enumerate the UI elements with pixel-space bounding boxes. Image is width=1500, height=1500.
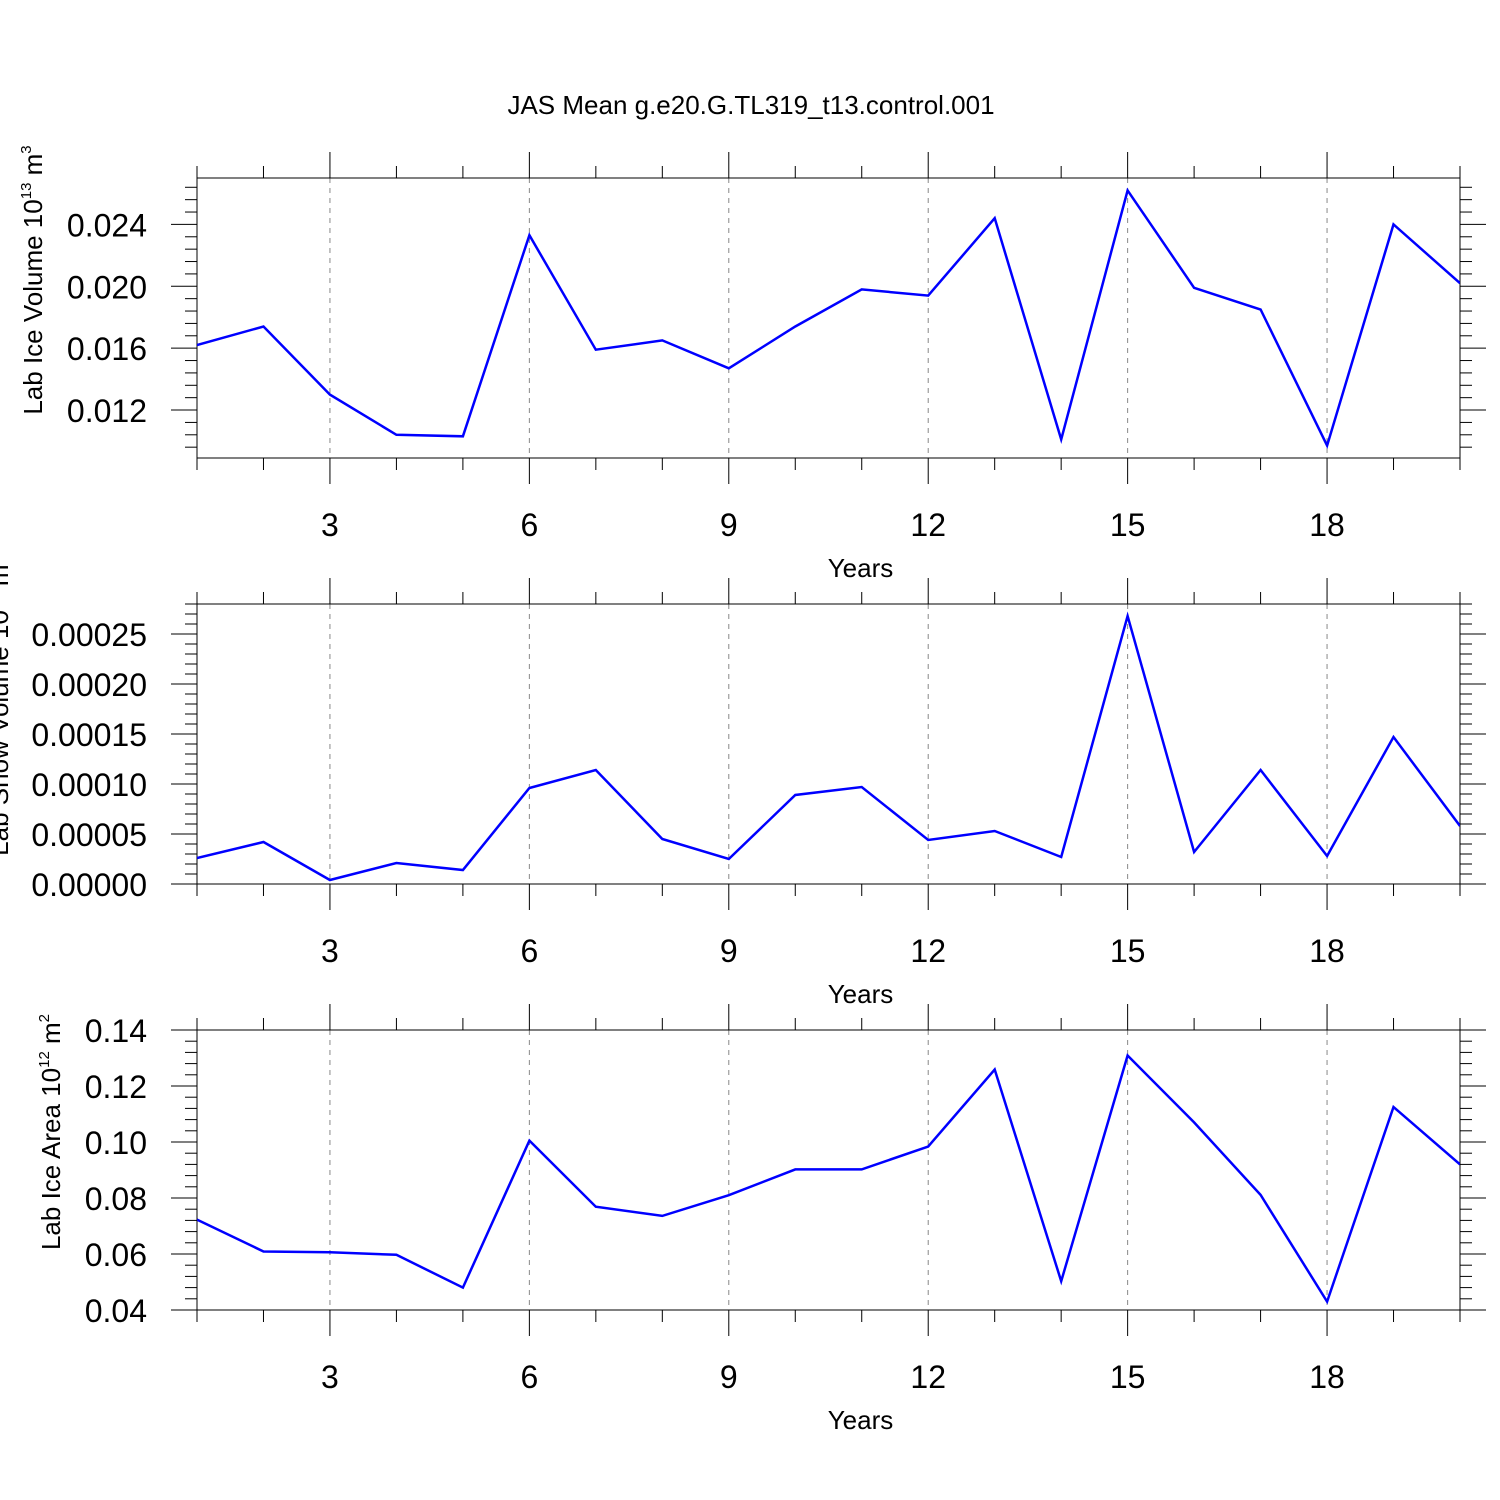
y-tick-label: 0.00020 xyxy=(31,667,147,703)
x-tick-label: 9 xyxy=(720,1359,738,1395)
plot-frame xyxy=(196,1029,1461,1311)
y-tick-label: 0.020 xyxy=(67,269,147,305)
x-tick-label: 12 xyxy=(910,1359,946,1395)
y-tick-label: 0.00000 xyxy=(31,867,147,903)
x-tick-label: 18 xyxy=(1309,507,1345,543)
panel-1: 3 6 9 12 15 18 0.012 0.016 0.020 0.024 Years Lab Ic… xyxy=(18,145,1486,583)
y-tick-label: 0.04 xyxy=(85,1293,147,1329)
x-tick-label: 18 xyxy=(1309,933,1345,969)
x-tick-label: 18 xyxy=(1309,1359,1345,1395)
series-line xyxy=(197,1053,1460,1305)
x-tick-label: 15 xyxy=(1110,1359,1146,1395)
y-axis-label: Lab Ice Volume 1013 m3 xyxy=(18,145,48,414)
chart-panels: 3 6 9 12 15 18 0.012 0.016 0.020 0.024 Years Lab Ic… xyxy=(0,145,1486,1435)
plot-frame xyxy=(196,603,1461,885)
x-tick-label: 6 xyxy=(520,933,538,969)
x-tick-label: 3 xyxy=(321,933,339,969)
x-tick-label: 9 xyxy=(720,933,738,969)
series-line xyxy=(197,611,1460,882)
panel-2: 3 6 9 12 15 18 0.00000 0.00005 0.00010 0.00015 0.0… xyxy=(0,556,1486,1009)
series-line xyxy=(197,187,1460,450)
y-axis-label: Lab Snow Volume 1013 m3 xyxy=(0,556,14,856)
x-axis-label: Years xyxy=(828,553,894,583)
y-tick-label: 0.024 xyxy=(67,207,147,243)
panel-3: 3 6 9 12 15 18 0.04 0.06 0.08 0.10 0.12 0.14 Years La… xyxy=(36,1004,1486,1435)
y-tick-label: 0.08 xyxy=(85,1181,147,1217)
x-tick-label: 15 xyxy=(1110,933,1146,969)
y-axis-label: Lab Ice Area 1012 m2 xyxy=(36,1014,66,1250)
x-tick-label: 6 xyxy=(520,1359,538,1395)
x-axis-label: Years xyxy=(828,1405,894,1435)
y-tick-label: 0.00015 xyxy=(31,717,147,753)
plot-frame xyxy=(196,177,1461,459)
x-tick-label: 3 xyxy=(321,1359,339,1395)
x-tick-label: 3 xyxy=(321,507,339,543)
x-tick-label: 9 xyxy=(720,507,738,543)
y-tick-label: 0.14 xyxy=(85,1013,147,1049)
y-tick-label: 0.10 xyxy=(85,1125,147,1161)
y-tick-label: 0.00010 xyxy=(31,767,147,803)
chart-title: JAS Mean g.e20.G.TL319_t13.control.001 xyxy=(507,90,994,120)
y-tick-label: 0.12 xyxy=(85,1069,147,1105)
y-tick-label: 0.00005 xyxy=(31,817,147,853)
x-tick-label: 6 xyxy=(520,507,538,543)
x-axis-label: Years xyxy=(828,979,894,1009)
x-tick-label: 12 xyxy=(910,507,946,543)
x-tick-label: 12 xyxy=(910,933,946,969)
y-tick-label: 0.016 xyxy=(67,331,147,367)
x-tick-label: 15 xyxy=(1110,507,1146,543)
y-tick-label: 0.012 xyxy=(67,393,147,429)
y-tick-label: 0.06 xyxy=(85,1237,147,1273)
y-tick-label: 0.00025 xyxy=(31,617,147,653)
